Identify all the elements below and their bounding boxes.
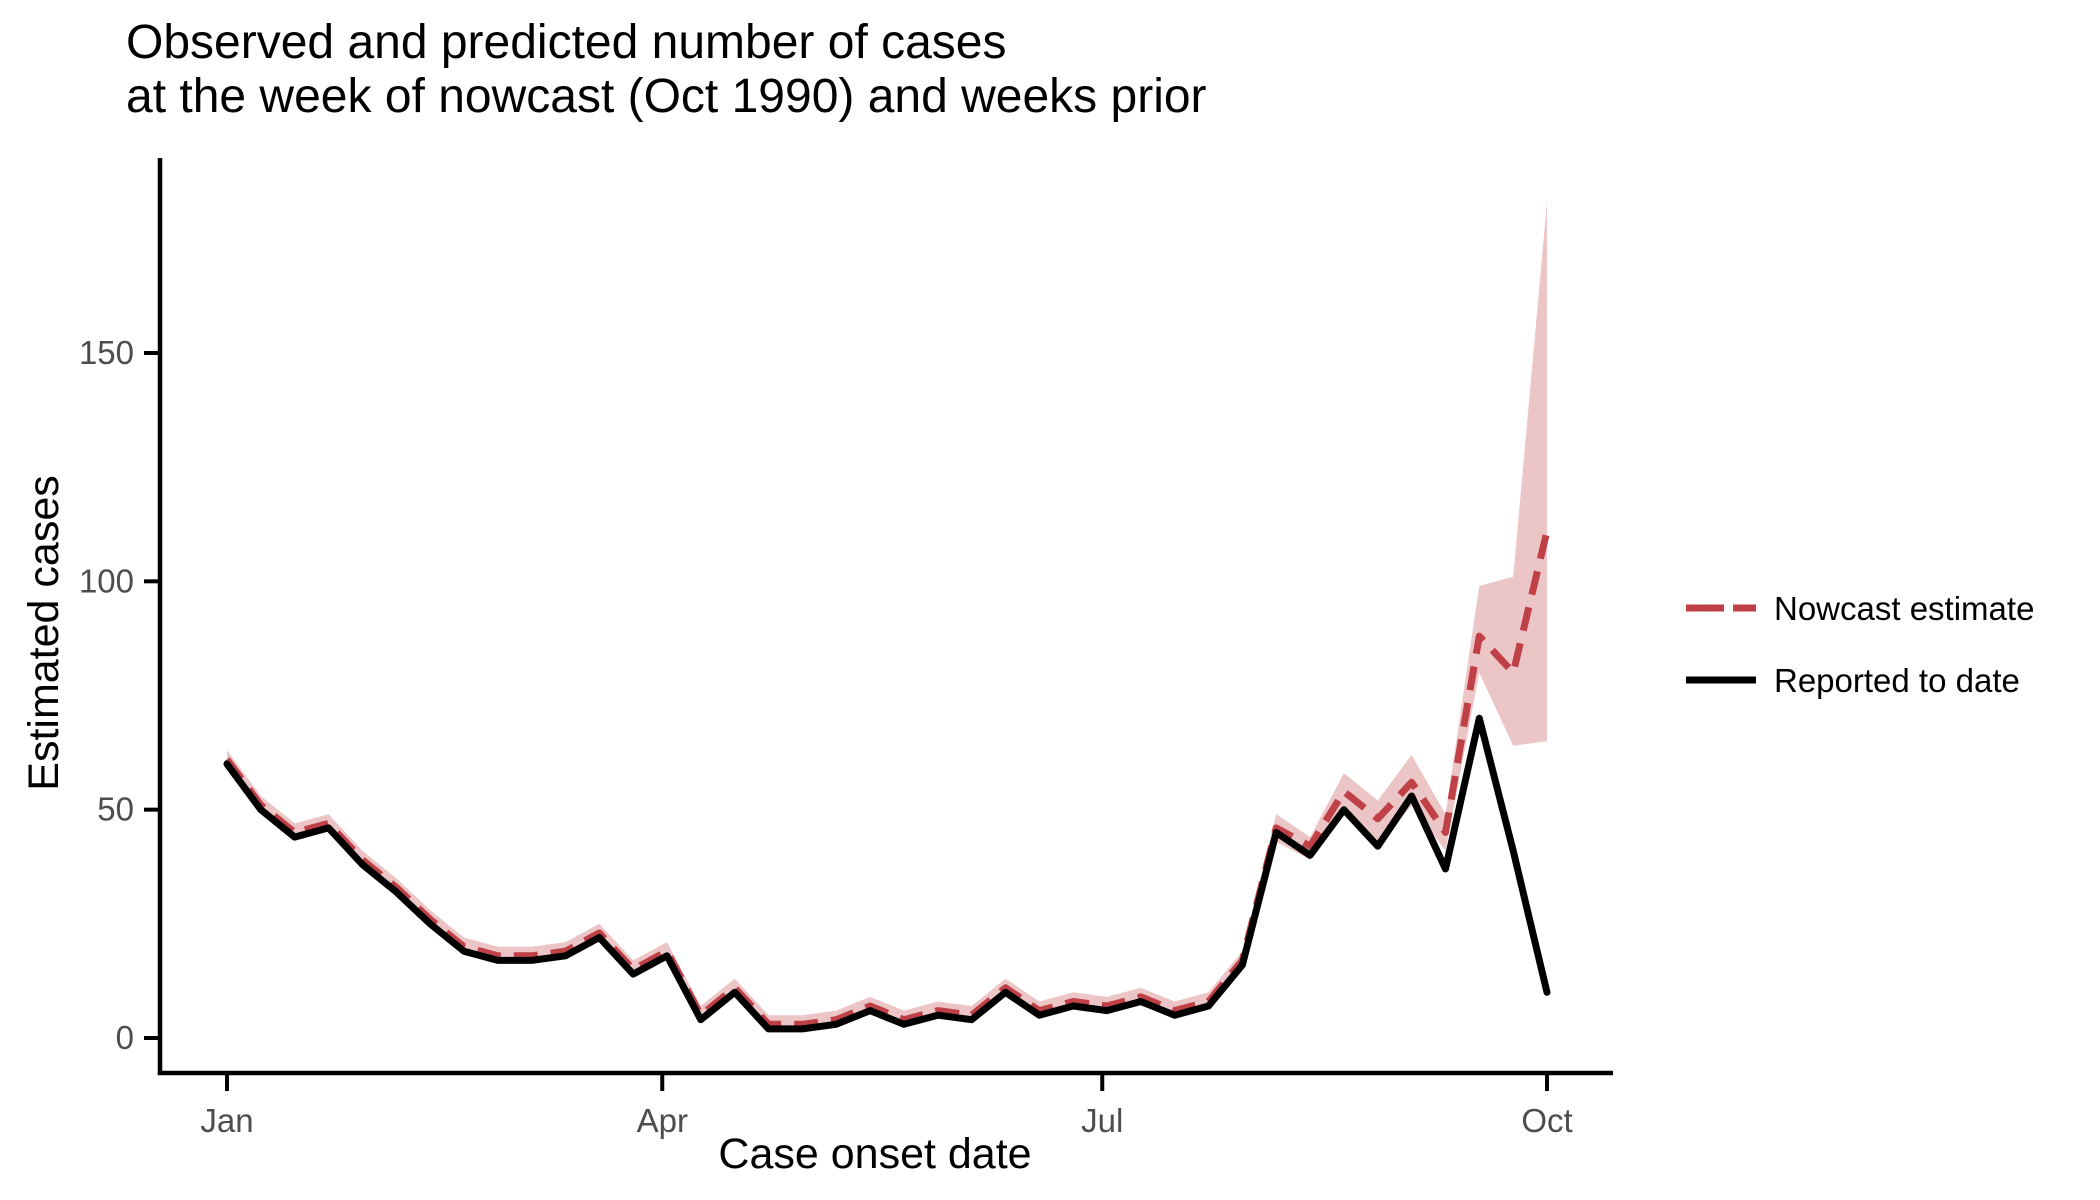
series-lines-layer <box>223 530 1551 1033</box>
y-tick-label-150: 150 <box>79 334 134 371</box>
x-tick-label-oct: Oct <box>1521 1102 1572 1139</box>
x-axis-title: Case onset date <box>718 1130 1031 1178</box>
y-axis-title: Estimated cases <box>20 475 68 790</box>
legend-item-reported-to-date: Reported to date <box>1686 662 2020 699</box>
nowcast-confidence-ribbon <box>227 202 1547 1029</box>
axis-ticks-layer: Jan Apr Jul Oct 0 50 100 150 <box>79 334 1573 1139</box>
confidence-ribbon-layer <box>227 202 1547 1029</box>
x-tick-label-jul: Jul <box>1081 1102 1123 1139</box>
legend-item-nowcast-estimate: Nowcast estimate <box>1686 590 2034 627</box>
chart-title-line-1: Observed and predicted number of cases <box>126 16 1007 69</box>
y-tick-label-100: 100 <box>79 562 134 599</box>
reported-to-date-line <box>223 714 1551 1033</box>
legend: Nowcast estimate Reported to date <box>1686 590 2034 699</box>
legend-label-reported: Reported to date <box>1774 662 2020 699</box>
y-tick-label-0: 0 <box>116 1019 134 1056</box>
legend-label-nowcast: Nowcast estimate <box>1774 590 2034 627</box>
chart-title-line-2: at the week of nowcast (Oct 1990) and we… <box>126 70 1207 123</box>
x-tick-label-apr: Apr <box>637 1102 688 1139</box>
y-tick-label-50: 50 <box>97 791 134 828</box>
x-tick-label-jan: Jan <box>200 1102 253 1139</box>
